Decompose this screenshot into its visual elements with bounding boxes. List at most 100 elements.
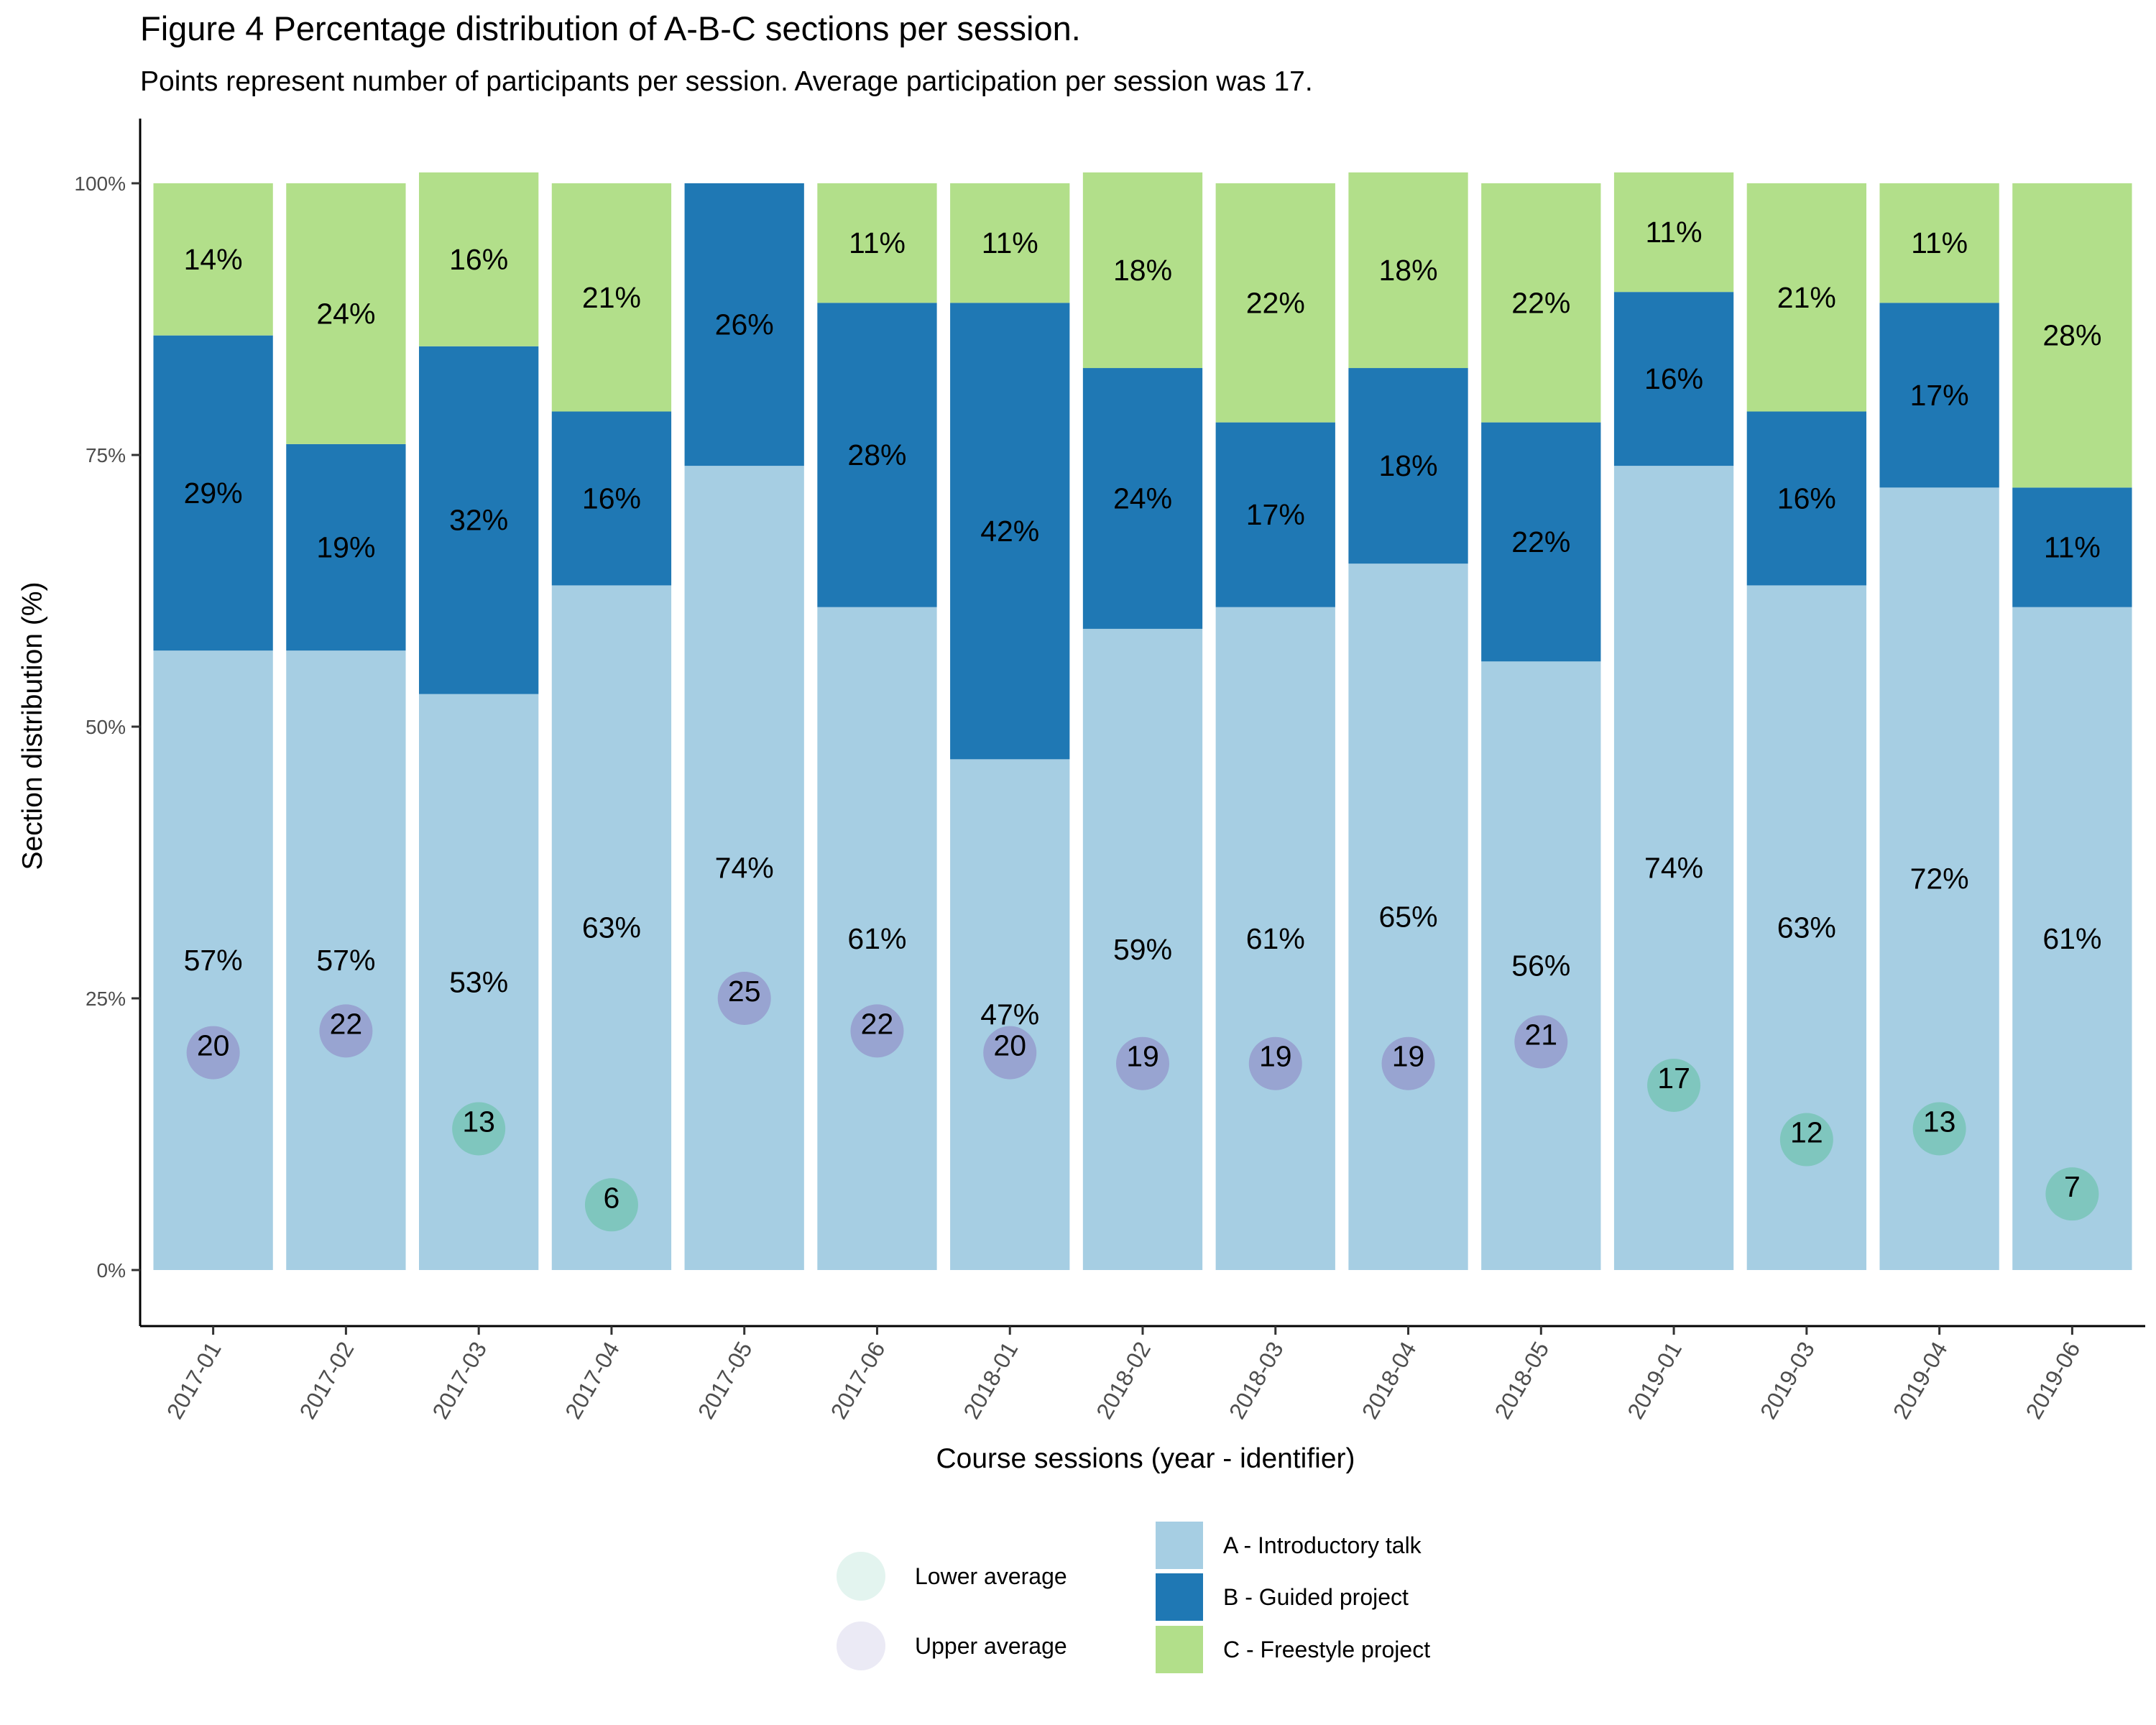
- participant-point: [1248, 1036, 1302, 1090]
- bar-segment-a: [817, 607, 937, 1270]
- bar-segment-label: 22%: [1511, 286, 1570, 319]
- bar-segment-b: [286, 443, 406, 651]
- bar-segment-label: 18%: [1113, 254, 1172, 287]
- bar-segment-c: [1613, 172, 1734, 293]
- bar-segment-b: [684, 183, 804, 466]
- legend-fill-label: B - Guided project: [1223, 1584, 1409, 1610]
- bar-segment-b: [1348, 368, 1468, 564]
- bar-segment-label: 26%: [715, 308, 774, 341]
- bar-segment-label: 65%: [1379, 901, 1438, 934]
- bar-segment-label: 53%: [449, 965, 508, 998]
- participant-point: [319, 1004, 373, 1058]
- y-tick-label: 50%: [86, 716, 126, 738]
- participant-point: [186, 1026, 240, 1080]
- x-tick-label: 2017-02: [295, 1338, 359, 1424]
- bar-segment-label: 11%: [982, 226, 1038, 259]
- participant-label: 13: [462, 1105, 495, 1138]
- bar-segment-label: 32%: [449, 504, 508, 537]
- participant-label: 19: [1126, 1040, 1159, 1073]
- bar-segment-b: [153, 335, 273, 651]
- legend-fill-label: C - Freestyle project: [1223, 1637, 1430, 1662]
- bar-segment-c: [1879, 183, 1999, 303]
- participant-label: 22: [861, 1007, 894, 1040]
- bar-segment-label: 28%: [2042, 319, 2101, 352]
- bar-segment-c: [286, 183, 406, 444]
- participant-point: [584, 1178, 638, 1232]
- x-tick-label: 2019-06: [2021, 1338, 2086, 1424]
- bar-segment-label: 63%: [1777, 911, 1836, 944]
- bar-segment-a: [1082, 628, 1203, 1270]
- x-tick-label: 2017-01: [162, 1338, 226, 1424]
- bar-segment-label: 61%: [1246, 922, 1305, 955]
- x-tick-label: 2018-02: [1091, 1338, 1156, 1424]
- bar-segment-label: 16%: [449, 243, 508, 276]
- participant-label: 19: [1392, 1040, 1425, 1073]
- bar-segment-label: 59%: [1113, 933, 1172, 966]
- bar-segment-a: [551, 585, 672, 1270]
- bar-segment-a: [153, 650, 273, 1270]
- bar-segment-c: [1746, 183, 1866, 412]
- participant-point: [452, 1102, 506, 1156]
- legend-point-label: Upper average: [915, 1633, 1067, 1659]
- legend-point-key: [837, 1622, 885, 1670]
- bar-segment-label: 24%: [1113, 482, 1172, 515]
- bar-segment-b: [551, 411, 672, 586]
- bar-segment-label: 17%: [1910, 379, 1969, 412]
- participant-point: [1514, 1015, 1568, 1069]
- bar-segment-label: 56%: [1511, 949, 1570, 983]
- bar-segment-b: [950, 303, 1070, 760]
- participant-label: 13: [1923, 1105, 1956, 1138]
- bar-segment-label: 74%: [1644, 852, 1703, 885]
- bar-segment-label: 18%: [1379, 449, 1438, 482]
- bar-segment-b: [1879, 303, 1999, 488]
- participant-point: [850, 1004, 904, 1058]
- bar-segment-a: [950, 759, 1070, 1270]
- bar-segment-b: [419, 346, 539, 694]
- participant-label: 20: [197, 1029, 230, 1062]
- participant-point: [717, 972, 771, 1025]
- y-tick-label: 75%: [86, 444, 126, 466]
- bar-segment-label: 24%: [316, 297, 375, 330]
- participant-point: [1381, 1036, 1435, 1090]
- plot-area: 0% 25% 50% 75% 100% 57% 29% 14% 20 2017-01 57% 19% 2…: [74, 119, 2145, 1423]
- participant-point: [1779, 1113, 1833, 1167]
- bar-segment-c: [1481, 183, 1601, 423]
- bar-segment-label: 16%: [1644, 362, 1703, 395]
- x-tick-label: 2017-04: [560, 1338, 625, 1424]
- bar-segment-c: [153, 183, 273, 336]
- bar-segment-label: 19%: [316, 531, 375, 564]
- bar-segment-label: 47%: [980, 998, 1039, 1031]
- participant-label: 17: [1657, 1062, 1690, 1095]
- bar-segment-b: [1215, 422, 1335, 607]
- bar-segment-a: [684, 466, 804, 1270]
- bar-segment-c: [2012, 183, 2132, 488]
- bar-segment-label: 22%: [1246, 286, 1305, 319]
- bar-segment-label: 21%: [582, 281, 641, 314]
- bar-segment-label: 16%: [1777, 482, 1836, 515]
- bar-segment-label: 42%: [980, 515, 1039, 548]
- bar-segment-a: [1481, 661, 1601, 1270]
- bar-segment-label: 18%: [1379, 254, 1438, 287]
- bar-segment-a: [1348, 564, 1468, 1270]
- bar-segment-label: 74%: [715, 852, 774, 885]
- bar-segment-label: 22%: [1511, 525, 1570, 558]
- legend-fill-key: [1156, 1573, 1203, 1621]
- participant-label: 19: [1259, 1040, 1292, 1073]
- chart-subtitle: Points represent number of participants …: [140, 66, 1313, 97]
- bar-segment-label: 61%: [847, 922, 906, 955]
- x-tick-label: 2018-03: [1224, 1338, 1289, 1424]
- bar-segment-label: 11%: [1646, 216, 1703, 249]
- bar-segment-c: [1082, 172, 1203, 369]
- y-tick-label: 100%: [74, 172, 126, 195]
- bar-segment-c: [551, 183, 672, 412]
- participant-point: [1116, 1036, 1169, 1090]
- chart-title: Figure 4 Percentage distribution of A-B-…: [140, 9, 1081, 47]
- bar-segment-c: [419, 172, 539, 346]
- legend-fill-label: A - Introductory talk: [1223, 1532, 1422, 1558]
- legend-fill-key: [1156, 1522, 1203, 1569]
- x-tick-label: 2017-03: [427, 1338, 492, 1424]
- x-tick-label: 2018-04: [1357, 1338, 1422, 1424]
- legend-fill-key: [1156, 1626, 1203, 1673]
- bar-segment-label: 14%: [184, 243, 243, 276]
- bar-segment-b: [1613, 292, 1734, 466]
